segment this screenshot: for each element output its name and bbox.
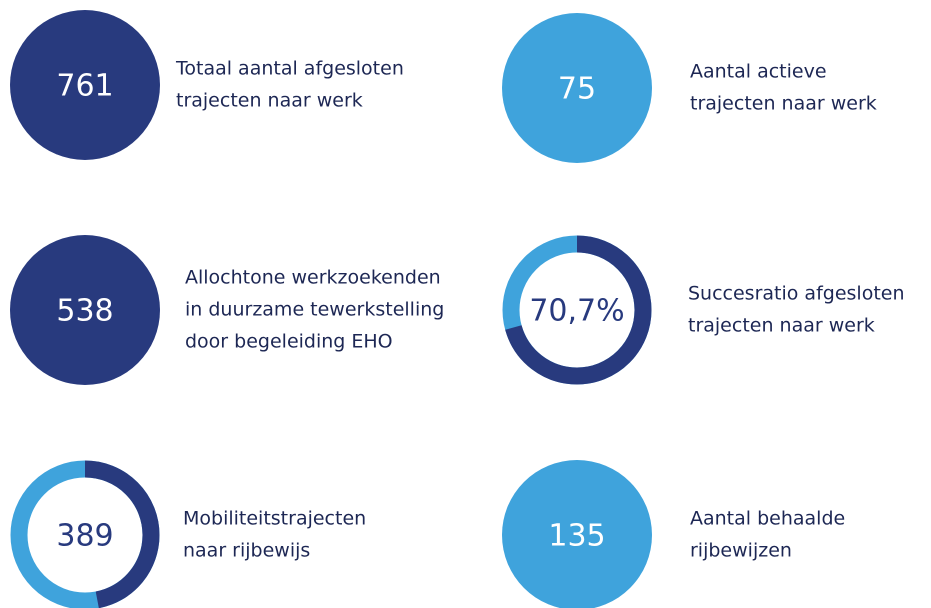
stat-label: Mobiliteitstrajecten [183,508,366,530]
ring-arc [502,235,652,385]
ring-arc [10,460,160,608]
stat-value: 389 [56,519,113,554]
stat-label: trajecten naar werk [688,315,875,337]
stat-label: trajecten naar werk [690,93,877,115]
stat-label: Totaal aantal afgesloten [175,58,404,80]
stat-label: trajecten naar werk [176,90,363,112]
stat-label: door begeleiding EHO [185,331,393,353]
stat-circle [502,460,652,608]
stat-label: Aantal actieve [690,61,827,83]
stat-label: Aantal behaalde [690,508,845,530]
stat-circle [10,10,160,160]
stat-label: rijbewijzen [690,540,792,562]
stat-circle [10,235,160,385]
stat-value: 538 [56,294,113,329]
stat-value: 135 [548,519,605,554]
stat-value: 75 [558,72,596,107]
stat-label: Succesratio afgesloten [688,283,905,305]
stat-circle [502,13,652,163]
stat-label: Allochtone werkzoekenden [185,267,441,289]
stat-value: 761 [56,69,113,104]
stat-label: naar rijbewijs [183,540,310,562]
stat-label: in duurzame tewerkstelling [185,299,444,321]
stat-value: 70,7% [529,294,624,329]
